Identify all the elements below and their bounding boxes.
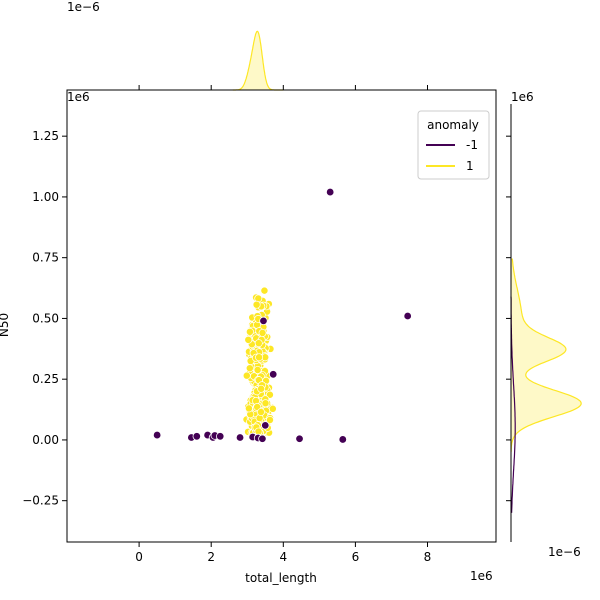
- point-anomaly-neg1: [152, 430, 162, 440]
- y-axis-scale-label: 1e6: [67, 90, 90, 104]
- point-anomaly-neg1: [325, 187, 335, 197]
- x-tick-label: 4: [279, 550, 287, 564]
- point-anomaly-1: [258, 328, 267, 337]
- y-tick-label: 1.25: [32, 129, 59, 143]
- right-marginal-kde-line: [510, 258, 582, 453]
- point-anomaly-neg1: [269, 370, 278, 379]
- point-anomaly-1: [245, 364, 254, 373]
- top-marginal-kde-fill: [232, 31, 284, 90]
- point-anomaly-1: [261, 399, 270, 408]
- point-anomaly-neg1: [338, 435, 347, 444]
- legend-title: anomaly: [427, 118, 479, 132]
- right-marginal-scale-label: 1e−6: [548, 545, 581, 559]
- right-marginal-top-label: 1e6: [511, 90, 534, 104]
- point-anomaly-neg1: [258, 434, 267, 443]
- point-anomaly-neg1: [235, 433, 245, 442]
- point-anomaly-1: [244, 404, 253, 413]
- right-marginal: 1e6 1e−6: [510, 90, 582, 559]
- x-tick-label: 0: [135, 550, 143, 564]
- y-tick-label: −0.25: [22, 494, 59, 508]
- point-anomaly-1: [255, 353, 264, 362]
- x-axis-scale-label: 1e6: [470, 569, 493, 583]
- legend-label-anomaly-1: 1: [466, 159, 474, 173]
- scatter-points: [152, 187, 412, 444]
- point-anomaly-1: [257, 384, 266, 393]
- point-anomaly-1: [253, 365, 262, 374]
- point-anomaly-1: [245, 327, 254, 336]
- x-tick-label: 2: [207, 550, 215, 564]
- point-anomaly-neg1: [295, 434, 304, 443]
- top-marginal: 1e−6: [67, 0, 496, 91]
- point-anomaly-1: [260, 286, 269, 295]
- x-tick-label: 8: [424, 550, 432, 564]
- x-axis-ticks: 0 2 4 6 8: [135, 85, 431, 564]
- right-marginal-kde-fill: [511, 258, 582, 453]
- x-axis-label: total_length: [245, 571, 317, 585]
- plot-area-frame: [66, 89, 497, 543]
- legend-label-anomaly-neg1: -1: [466, 138, 478, 152]
- y-tick-label: 0.50: [32, 311, 59, 325]
- point-anomaly-1: [242, 371, 251, 380]
- point-anomaly-neg1: [261, 421, 270, 430]
- y-tick-label: 0.25: [32, 372, 59, 386]
- point-anomaly-neg1: [259, 316, 268, 326]
- point-anomaly-1: [257, 408, 265, 416]
- point-anomaly-1: [266, 415, 274, 424]
- legend: anomaly -1 1: [417, 110, 490, 180]
- point-anomaly-neg1: [192, 432, 201, 441]
- point-anomaly-1: [252, 300, 261, 309]
- point-anomaly-1: [254, 339, 263, 348]
- y-tick-label: 0.00: [32, 433, 59, 447]
- x-tick-label: 6: [352, 550, 360, 564]
- y-tick-label: 1.00: [32, 190, 59, 204]
- y-axis-ticks: −0.25 0.00 0.25 0.50 0.75 1.00 1.25: [22, 129, 511, 508]
- point-anomaly-neg1: [216, 432, 225, 441]
- y-tick-label: 0.75: [32, 251, 59, 265]
- point-anomaly-1: [268, 404, 277, 413]
- point-anomaly-neg1: [403, 311, 412, 321]
- top-marginal-scale-label: 1e−6: [67, 0, 100, 14]
- y-axis-label: N50: [0, 313, 11, 337]
- point-anomaly-1: [244, 335, 253, 344]
